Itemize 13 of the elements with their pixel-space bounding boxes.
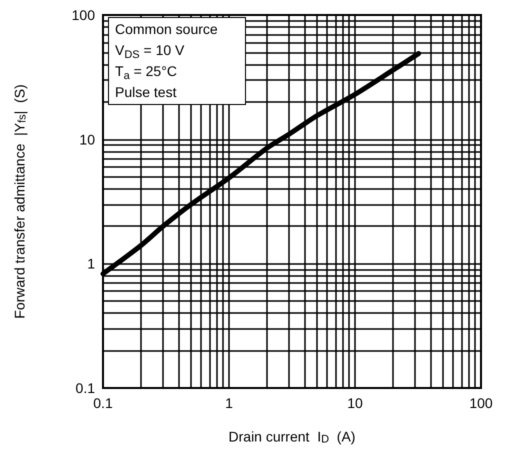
x-tick-label: 0.1 [93, 395, 113, 411]
annotation: T$_{a}$ = 25°C [115, 62, 178, 82]
annotation: Common source [115, 20, 219, 39]
y-axis-title: Forward transfer admittance |Yfs| (S) [12, 84, 28, 319]
x-tick-label: 1 [225, 395, 234, 411]
x-tick-label: 10 [347, 395, 363, 411]
y-tick-label: 0.1 [76, 380, 96, 396]
x-tick-label: 100 [469, 395, 493, 411]
y-tick-label: 1 [87, 256, 96, 272]
y-tick-label: 10 [79, 131, 96, 148]
annotation: Pulse test [115, 83, 178, 102]
y-tick-label: 100 [72, 7, 96, 23]
annotation: V$_{DS}$ = 10 V [115, 41, 186, 61]
